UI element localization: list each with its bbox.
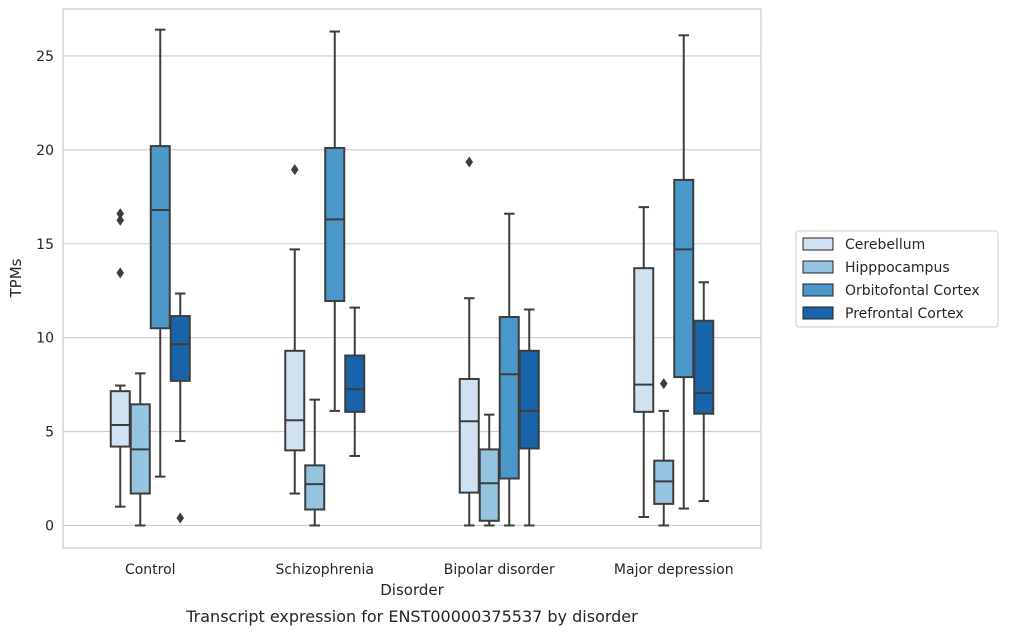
box-group <box>304 398 326 527</box>
legend: Cerebellum Hipppocampus Orbitofontal Corte… <box>795 230 999 328</box>
box-group <box>344 306 366 457</box>
legend-label: Cerebellum <box>845 237 925 253</box>
box-iqr <box>673 178 695 379</box>
outlier-point <box>290 164 299 176</box>
outlier-point <box>465 156 474 168</box>
legend-label: Prefrontal Cortex <box>845 306 964 322</box>
box-iqr <box>498 316 520 480</box>
plot-frame <box>62 8 762 549</box>
y-tick-label: 15 <box>36 237 54 253</box>
box-iqr <box>458 377 480 494</box>
box-iqr <box>304 464 326 511</box>
y-tick-labels: 0 5 10 15 20 25 <box>36 49 54 535</box>
box-group <box>498 212 520 527</box>
y-tick-label: 10 <box>36 331 54 347</box>
y-tick-label: 5 <box>45 425 54 441</box>
outlier-point <box>659 378 668 390</box>
box-iqr <box>169 315 191 382</box>
outlier-point <box>116 267 125 279</box>
box-group <box>169 292 191 524</box>
box-iqr <box>324 146 346 303</box>
box-group <box>129 372 151 527</box>
box-group <box>324 30 346 412</box>
box-iqr <box>693 319 715 415</box>
box-group <box>518 308 540 527</box>
legend-label: Orbitofontal Cortex <box>845 283 980 299</box>
x-tick-label: Bipolar disorder <box>444 562 555 578</box>
box-group <box>458 156 480 527</box>
box-iqr <box>109 390 131 448</box>
boxes-layer <box>109 28 715 527</box>
legend-swatch <box>802 260 834 274</box>
y-axis-label: TPMs <box>7 258 25 298</box>
box-group <box>149 28 171 478</box>
box-group <box>653 378 675 527</box>
box-group <box>109 208 131 508</box>
x-tick-label: Major depression <box>614 562 734 578</box>
chart-caption: Transcript expression for ENST0000037553… <box>185 607 638 626</box>
box-group <box>673 34 695 510</box>
y-tick-label: 20 <box>36 143 54 159</box>
legend-frame <box>795 230 999 328</box>
legend-label: Hipppocampus <box>845 260 950 276</box>
box-iqr <box>284 349 306 452</box>
x-axis-label: Disorder <box>380 581 444 599</box>
x-tick-labels: Control Schizophrenia Bipolar disorder Majo… <box>125 562 734 578</box>
x-tick-label: Control <box>125 562 176 578</box>
box-group <box>693 281 715 503</box>
outlier-point <box>116 214 125 226</box>
legend-swatch <box>802 237 834 251</box>
box-iqr <box>478 448 500 522</box>
box-iqr <box>149 145 171 330</box>
outlier-point <box>116 208 125 220</box>
y-tick-label: 0 <box>45 518 54 534</box>
x-tick-label: Schizophrenia <box>276 562 374 578</box>
outlier-point <box>176 512 185 524</box>
y-tick-label: 25 <box>36 49 54 65</box>
box-iqr <box>633 267 655 413</box>
legend-swatch <box>802 306 834 320</box>
legend-swatch <box>802 283 834 297</box>
box-group <box>633 206 655 519</box>
box-group <box>284 164 306 495</box>
box-group <box>478 413 500 527</box>
box-iqr <box>344 354 366 413</box>
box-iqr <box>518 349 540 450</box>
